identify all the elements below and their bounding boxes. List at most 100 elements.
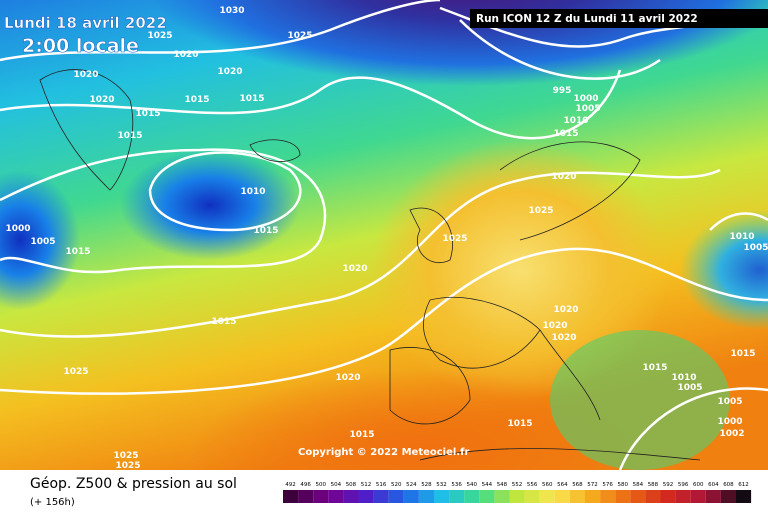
isobar-label: 1015 [239, 94, 264, 104]
scale-tick-label: 524 [406, 482, 417, 488]
isobar-label: 1015 [65, 247, 90, 257]
scale-swatch [449, 490, 465, 503]
scale-swatch [585, 490, 601, 503]
scale-tick-label: 540 [467, 482, 478, 488]
scale-tick-label: 492 [285, 482, 296, 488]
run-banner [470, 9, 768, 28]
scale-swatch [328, 490, 344, 503]
scale-swatch [645, 490, 661, 503]
british-isles [409, 207, 453, 263]
footer-title: Géop. Z500 & pression au sol [30, 476, 237, 492]
valid-time: 2:00 locale [22, 35, 139, 57]
isobar-label: 1025 [147, 31, 172, 41]
isobar-label: 1025 [63, 367, 88, 377]
scale-swatch [660, 490, 676, 503]
isobar-label: 1005 [677, 383, 702, 393]
scale-swatch [403, 490, 419, 503]
scale-swatch [569, 490, 585, 503]
field-low-east [680, 210, 768, 330]
field-low-west [0, 170, 80, 310]
scale-tick-label: 536 [451, 482, 462, 488]
scale-swatch [373, 490, 389, 503]
scale-swatch [494, 490, 510, 503]
isobar-label: 1025 [115, 461, 140, 471]
scale-tick-label: 496 [300, 482, 311, 488]
isobar-label: 1000 [573, 94, 598, 104]
scale-swatch [313, 490, 329, 503]
isobar-label: 1030 [219, 6, 244, 16]
copyright: Copyright © 2022 Meteociel.fr [298, 447, 469, 458]
scale-swatch [509, 490, 525, 503]
isobar-label: 1020 [217, 67, 242, 77]
scale-swatch [524, 490, 540, 503]
isobar-label: 1015 [553, 129, 578, 139]
scale-swatch [479, 490, 495, 503]
scale-tick-label: 560 [542, 482, 553, 488]
scale-tick-label: 576 [602, 482, 613, 488]
scale-swatch [600, 490, 616, 503]
isobar-label: 1010 [240, 187, 265, 197]
isobar-label: 1005 [717, 397, 742, 407]
color-scale: 492 496 500 504 508 512 516 520 524 528 532 536 540 5… [283, 482, 752, 503]
isobar [0, 0, 441, 62]
scale-tick-label: 612 [738, 482, 749, 488]
isobar [0, 168, 721, 338]
isobar-label: 1015 [507, 419, 532, 429]
scale-swatch [358, 490, 374, 503]
scale-tick-label: 592 [663, 482, 674, 488]
scale-swatch [690, 490, 706, 503]
scale-tick-label: 512 [361, 482, 372, 488]
scale-tick-label: 528 [421, 482, 432, 488]
isobar [459, 19, 661, 80]
italy [539, 329, 601, 421]
isobar-label: 1000 [717, 417, 742, 427]
scale-swatch [615, 490, 631, 503]
scale-swatch [283, 490, 299, 503]
north-africa [419, 448, 701, 461]
scale-swatch [464, 490, 480, 503]
scale-tick-label: 532 [436, 482, 447, 488]
scale-tick-label: 600 [693, 482, 704, 488]
isobar [709, 212, 768, 231]
scale-swatch [675, 490, 691, 503]
scale-tick-label: 608 [723, 482, 734, 488]
isobar-label: 1005 [743, 243, 768, 253]
scale-tick-label: 568 [572, 482, 583, 488]
isobar-label: 1015 [211, 317, 236, 327]
scale-swatch [298, 490, 314, 503]
scale-tick-label: 556 [527, 482, 538, 488]
isobar-label: 1020 [173, 50, 198, 60]
isobar-label: 1020 [553, 305, 578, 315]
isobar-label: 1010 [563, 116, 588, 126]
france [423, 296, 541, 369]
isobar-label: 1025 [442, 234, 467, 244]
scale-swatch [388, 490, 404, 503]
scale-tick-label: 588 [648, 482, 659, 488]
isobar-label: 995 [553, 86, 572, 96]
greenland [39, 69, 134, 191]
isobar-label: 1005 [30, 237, 55, 247]
isobar-label: 1020 [542, 321, 567, 331]
field-low-north [140, 0, 768, 130]
valid-date: Lundi 18 avril 2022 [4, 14, 167, 32]
isobar-label: 1015 [730, 349, 755, 359]
isobar-label: 1020 [335, 373, 360, 383]
isobar [618, 387, 768, 471]
scale-tick-label: 552 [512, 482, 523, 488]
isobar-label: 1025 [113, 451, 138, 461]
scale-tick-label: 516 [376, 482, 387, 488]
isobar-label: 1020 [551, 333, 576, 343]
isobar-label: 1015 [184, 95, 209, 105]
isobar-label: 1025 [528, 206, 553, 216]
scale-tick-label: 504 [331, 482, 342, 488]
field-balkans [550, 330, 730, 470]
scale-tick-label: 596 [678, 482, 689, 488]
isobar-label: 1000 [5, 224, 30, 234]
field-low-atlantic [120, 150, 300, 260]
scale-tick-label: 544 [482, 482, 493, 488]
isobar-label: 1010 [671, 373, 696, 383]
scale-tick-label: 604 [708, 482, 719, 488]
